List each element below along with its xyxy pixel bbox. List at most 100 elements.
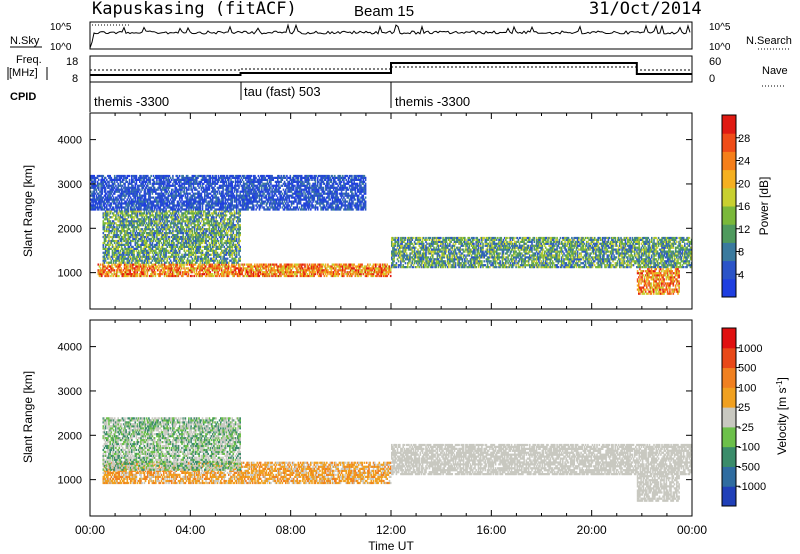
- heatmap-cell: [628, 240, 630, 243]
- heatmap-cell: [495, 256, 498, 259]
- heatmap-cell: [464, 262, 466, 265]
- heatmap-cell: [298, 271, 301, 274]
- heatmap-cell: [402, 256, 404, 259]
- heatmap-cell: [145, 263, 148, 266]
- heatmap-cell: [188, 263, 191, 266]
- heatmap-cell: [622, 260, 625, 263]
- heatmap-cell: [516, 246, 518, 249]
- heatmap-cell: [357, 271, 360, 274]
- heatmap-cell: [172, 271, 175, 274]
- heatmap-cell: [483, 252, 485, 255]
- heatmap-cell: [555, 242, 557, 245]
- heatmap-cell: [466, 254, 468, 257]
- heatmap-cell: [170, 274, 173, 278]
- heatmap-cell: [280, 271, 282, 274]
- heatmap-cell: [674, 258, 677, 261]
- heatmap-cell: [441, 250, 443, 253]
- heatmap-cell: [546, 252, 548, 255]
- heatmap-cell: [250, 271, 253, 274]
- heatmap-cell: [297, 269, 299, 272]
- heatmap-cell: [346, 265, 349, 268]
- heatmap-cell: [216, 271, 218, 274]
- heatmap-cell: [371, 273, 374, 276]
- heatmap-cell: [363, 271, 366, 274]
- heatmap-cell: [228, 265, 231, 268]
- heatmap-cell: [384, 267, 386, 270]
- heatmap-cell: [324, 271, 327, 274]
- heatmap-cell: [523, 242, 525, 245]
- heatmap-cell: [146, 269, 149, 272]
- heatmap-cell: [255, 273, 257, 276]
- heatmap-cell: [120, 241, 123, 245]
- heatmap-cell: [614, 238, 617, 241]
- heatmap-cell: [601, 236, 604, 240]
- heatmap-cell: [628, 254, 630, 257]
- heatmap-cell: [632, 238, 635, 241]
- heatmap-cell: [544, 256, 547, 259]
- heatmap-cell: [539, 254, 541, 257]
- heatmap-cell: [139, 273, 142, 276]
- heatmap-cell: [536, 240, 539, 243]
- heatmap-cell: [270, 269, 272, 272]
- heatmap-cell: [558, 256, 561, 259]
- heatmap-cell: [412, 250, 415, 253]
- heatmap-cell: [441, 246, 443, 249]
- heatmap-cell: [552, 254, 555, 257]
- heatmap-cell: [394, 244, 396, 247]
- heatmap-cell: [255, 274, 257, 278]
- heatmap-cell: [410, 238, 412, 241]
- heatmap-cell: [392, 266, 394, 269]
- heatmap-cell: [657, 240, 660, 243]
- heatmap-cell: [511, 254, 514, 257]
- heatmap-cell: [519, 256, 522, 259]
- heatmap-cell: [656, 260, 659, 263]
- heatmap-cell: [643, 246, 645, 249]
- heatmap-cell: [523, 258, 525, 261]
- heatmap-cell: [224, 263, 226, 266]
- heatmap-cell: [567, 238, 570, 241]
- heatmap-cell: [414, 242, 417, 245]
- heatmap-cell: [427, 256, 430, 259]
- heatmap-cell: [551, 256, 554, 259]
- heatmap-cell: [557, 242, 560, 245]
- heatmap-cell: [378, 274, 380, 278]
- heatmap-cell: [450, 240, 452, 243]
- heatmap-cell: [505, 264, 507, 267]
- heatmap-cell: [550, 258, 553, 261]
- heatmap-cell: [116, 265, 119, 268]
- heatmap-cell: [619, 244, 621, 247]
- heatmap-cell: [239, 273, 241, 276]
- heatmap-cell: [590, 266, 593, 269]
- heatmap-cell: [206, 273, 208, 276]
- heatmap-cell: [379, 271, 382, 274]
- heatmap-cell: [160, 269, 162, 272]
- heatmap-cell: [482, 250, 484, 253]
- heatmap-cell: [676, 264, 678, 267]
- heatmap-cell: [676, 240, 678, 243]
- heatmap-cell: [161, 267, 164, 270]
- heatmap-cell: [227, 263, 230, 266]
- heatmap-cell: [491, 254, 493, 257]
- heatmap-cell: [687, 238, 689, 241]
- heatmap-cell: [676, 236, 678, 240]
- heatmap-cell: [586, 266, 588, 269]
- heatmap-cell: [296, 273, 298, 276]
- heatmap-cell: [469, 258, 472, 261]
- heatmap-cell: [419, 250, 422, 253]
- heatmap-cell: [400, 250, 402, 253]
- heatmap-cell: [470, 260, 473, 263]
- heatmap-cell: [611, 252, 613, 255]
- heatmap-cell: [572, 260, 574, 263]
- heatmap-cell: [622, 258, 625, 261]
- heatmap-cell: [502, 262, 505, 265]
- heatmap-cell: [489, 260, 491, 263]
- heatmap-cell: [113, 273, 116, 276]
- heatmap-cell: [555, 258, 557, 261]
- heatmap-cell: [133, 228, 135, 231]
- heatmap-cell: [487, 260, 490, 263]
- heatmap-cell: [589, 262, 591, 265]
- heatmap-cell: [442, 260, 444, 263]
- heatmap-cell: [494, 266, 497, 269]
- heatmap-cell: [596, 254, 598, 257]
- heatmap-cell: [573, 242, 575, 245]
